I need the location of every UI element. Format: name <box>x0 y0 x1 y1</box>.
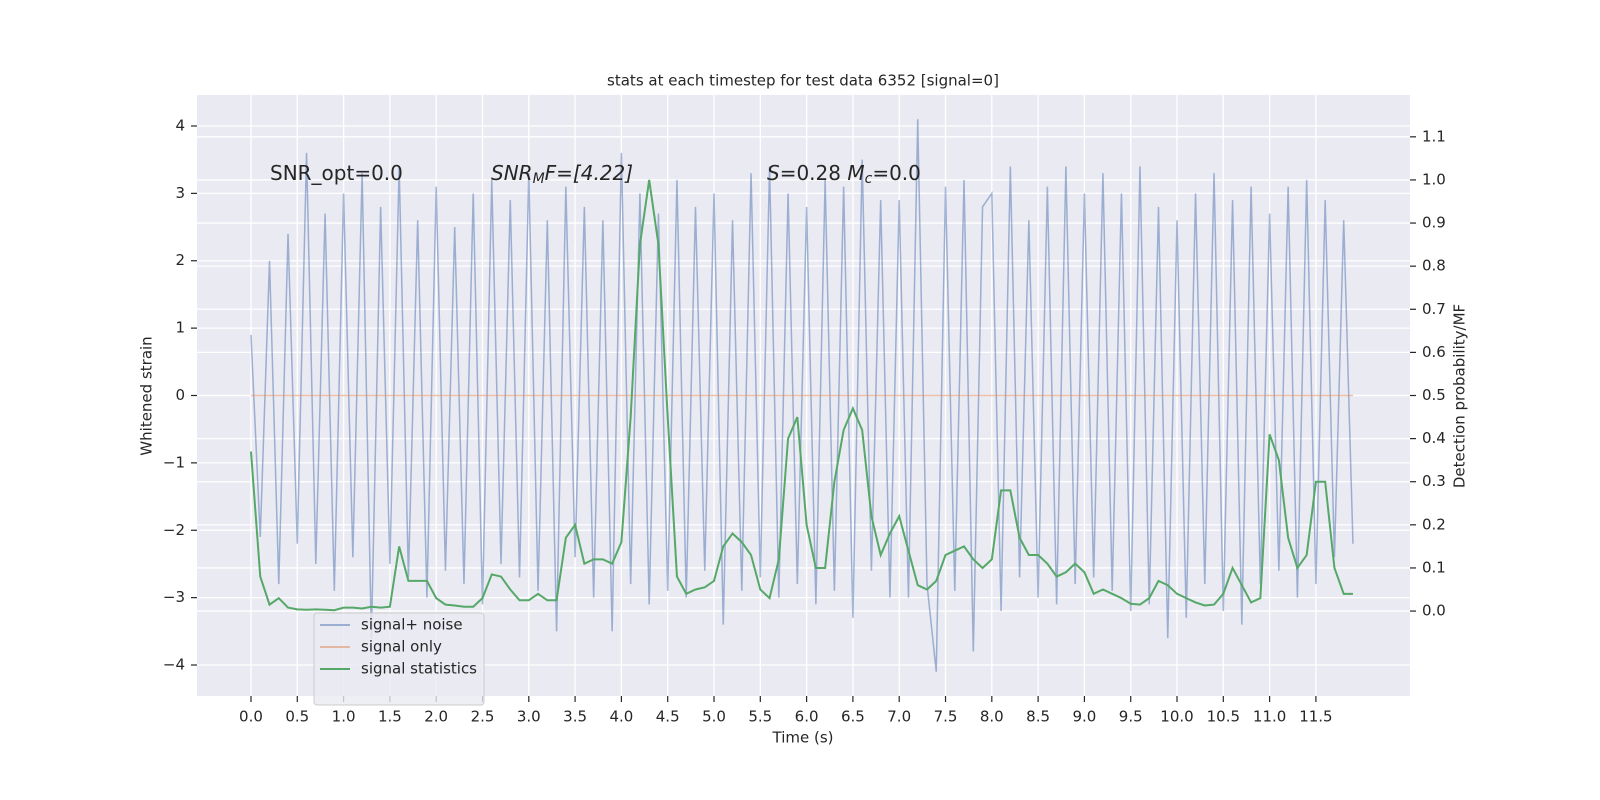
legend-label: signal statistics <box>361 660 477 678</box>
y-axis-label: Whitened strain <box>138 336 156 455</box>
y-tick-label: −2 <box>163 521 185 539</box>
x-tick-label: 9.5 <box>1119 708 1143 726</box>
y2-tick-label: 1.1 <box>1422 127 1446 145</box>
annotation: SNR_opt=0.0 <box>270 161 403 185</box>
annotation-part: M <box>533 171 545 187</box>
annotation-part: SNR_opt=0.0 <box>270 161 403 185</box>
y2-tick-label: 0.5 <box>1422 386 1446 404</box>
annotation-part: M <box>847 161 864 185</box>
y2-tick-label: 0.2 <box>1422 515 1446 533</box>
x-tick-label: 4.0 <box>609 708 633 726</box>
x-tick-label: 9.0 <box>1072 708 1096 726</box>
annotation-part: =0.28 <box>780 161 848 185</box>
y-tick-label: 3 <box>175 184 185 202</box>
y-tick-label: −4 <box>163 656 185 674</box>
y-tick-label: 4 <box>175 116 185 134</box>
y2-tick-label: 0.1 <box>1422 558 1446 576</box>
x-axis-label: Time (s) <box>772 729 834 747</box>
x-tick-label: 0.0 <box>239 708 263 726</box>
y-tick-label: −1 <box>163 453 185 471</box>
y-tick-label: 2 <box>175 251 185 269</box>
chart-title: stats at each timestep for test data 635… <box>607 72 999 90</box>
x-tick-label: 4.5 <box>656 708 680 726</box>
x-tick-label: 6.0 <box>795 708 819 726</box>
annotation-part: c <box>865 171 873 187</box>
y2-tick-label: 0.7 <box>1422 300 1446 318</box>
y2-axis-label: Detection probability/MF <box>1451 304 1469 488</box>
x-tick-label: 10.5 <box>1207 708 1240 726</box>
x-tick-label: 8.5 <box>1026 708 1050 726</box>
y2-tick-label: 1.0 <box>1422 170 1446 188</box>
x-tick-label: 3.5 <box>563 708 587 726</box>
y-tick-label: −3 <box>163 588 185 606</box>
x-tick-label: 7.0 <box>887 708 911 726</box>
x-tick-label: 0.5 <box>285 708 309 726</box>
x-tick-label: 2.0 <box>424 708 448 726</box>
x-tick-label: 5.5 <box>748 708 772 726</box>
y2-tick-label: 0.3 <box>1422 472 1446 490</box>
x-tick-label: 8.0 <box>980 708 1004 726</box>
x-tick-label: 11.5 <box>1299 708 1332 726</box>
series-line <box>249 179 1353 612</box>
y2-tick-label: 0.8 <box>1422 257 1446 275</box>
x-tick-label: 11.0 <box>1253 708 1286 726</box>
y2-tick-label: 0.0 <box>1422 602 1446 620</box>
y-tick-label: 1 <box>175 319 185 337</box>
x-tick-label: 3.0 <box>517 708 541 726</box>
y2-tick-label: 0.4 <box>1422 429 1446 447</box>
annotation: S=0.28 Mc=0.0 <box>767 161 921 188</box>
legend-label: signal+ noise <box>361 616 463 634</box>
x-tick-label: 1.5 <box>378 708 402 726</box>
legend: signal+ noise signal only signal statistic… <box>313 612 485 706</box>
legend-label: signal only <box>361 638 442 656</box>
annotation-part: SNR <box>491 161 533 185</box>
x-tick-label: 10.0 <box>1160 708 1193 726</box>
annotation-part: F=[4.22] <box>545 161 633 185</box>
y-tick-label: 0 <box>175 386 185 404</box>
annotation-part: =0.0 <box>872 161 921 185</box>
legend-box <box>313 612 485 706</box>
x-tick-label: 1.0 <box>332 708 356 726</box>
x-tick-label: 2.5 <box>471 708 495 726</box>
x-tick-label: 6.5 <box>841 708 865 726</box>
y2-tick-label: 0.6 <box>1422 343 1446 361</box>
y2-tick-label: 0.9 <box>1422 214 1446 232</box>
x-tick-label: 7.5 <box>934 708 958 726</box>
annotation: SNRMF=[4.22] <box>491 161 633 188</box>
x-tick-label: 5.0 <box>702 708 726 726</box>
annotation-part: S <box>767 161 780 185</box>
